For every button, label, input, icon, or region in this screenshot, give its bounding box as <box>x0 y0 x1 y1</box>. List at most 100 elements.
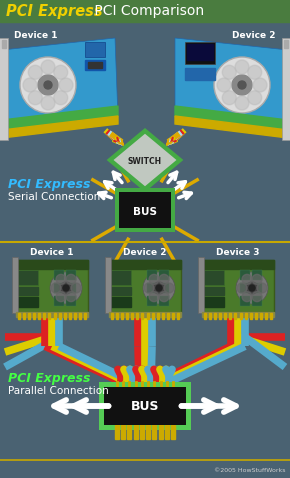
Text: Device 2: Device 2 <box>123 248 167 257</box>
Circle shape <box>56 274 66 284</box>
Bar <box>111 287 131 295</box>
Polygon shape <box>175 38 288 132</box>
Circle shape <box>66 292 76 302</box>
Bar <box>252 283 262 293</box>
Bar <box>185 42 215 64</box>
Bar <box>204 287 224 295</box>
Circle shape <box>63 285 69 291</box>
Bar <box>111 313 113 319</box>
Polygon shape <box>113 134 177 186</box>
Bar <box>16 260 88 312</box>
Bar <box>250 313 252 319</box>
Text: Device 2: Device 2 <box>233 31 276 40</box>
Bar <box>240 270 250 280</box>
Text: Device 1: Device 1 <box>14 31 57 40</box>
Bar <box>12 257 18 313</box>
Bar <box>157 313 159 319</box>
Bar <box>202 312 274 317</box>
Text: PCI Express: PCI Express <box>8 372 90 385</box>
Bar <box>142 313 144 319</box>
Bar <box>38 313 40 319</box>
Bar <box>140 425 144 439</box>
Bar <box>209 313 211 319</box>
Circle shape <box>248 91 262 105</box>
Circle shape <box>222 91 236 105</box>
Circle shape <box>242 274 252 284</box>
Circle shape <box>257 283 267 293</box>
Bar <box>234 313 236 319</box>
Bar <box>252 296 262 306</box>
Circle shape <box>28 65 42 79</box>
Bar <box>18 287 38 295</box>
Bar <box>204 270 224 285</box>
Bar <box>28 313 30 319</box>
Bar <box>185 68 215 80</box>
Text: Device 1: Device 1 <box>30 248 74 257</box>
Text: BUS: BUS <box>131 401 159 413</box>
Circle shape <box>59 78 73 92</box>
Circle shape <box>44 81 52 89</box>
Text: PCI Express: PCI Express <box>6 3 103 19</box>
Bar <box>167 313 169 319</box>
Bar <box>54 270 64 280</box>
Bar <box>85 60 105 70</box>
Circle shape <box>20 57 76 113</box>
Circle shape <box>246 282 258 294</box>
Text: SWITCH: SWITCH <box>128 156 162 165</box>
Bar <box>44 313 45 319</box>
Circle shape <box>54 65 68 79</box>
Bar <box>202 260 274 269</box>
Bar <box>147 270 157 280</box>
Bar <box>18 270 38 285</box>
Bar <box>74 313 76 319</box>
Bar <box>54 296 64 306</box>
Bar <box>240 313 242 319</box>
Bar <box>109 260 181 312</box>
Bar <box>79 313 81 319</box>
Bar <box>198 257 204 313</box>
Circle shape <box>232 75 252 95</box>
Text: Serial Connection: Serial Connection <box>8 192 100 202</box>
Bar <box>204 297 224 307</box>
Circle shape <box>51 283 61 293</box>
Bar <box>121 425 125 439</box>
Bar <box>18 297 38 307</box>
Polygon shape <box>175 116 288 138</box>
Circle shape <box>66 274 76 284</box>
Circle shape <box>41 96 55 110</box>
Bar <box>255 313 257 319</box>
Bar <box>240 283 250 293</box>
Bar <box>159 425 163 439</box>
Bar <box>84 313 86 319</box>
Bar <box>115 425 119 439</box>
Bar <box>116 313 118 319</box>
Bar <box>115 188 175 232</box>
Bar <box>109 260 181 269</box>
Polygon shape <box>2 38 118 132</box>
Bar <box>214 313 216 319</box>
Bar <box>88 62 102 68</box>
Circle shape <box>236 272 268 304</box>
Bar <box>99 382 191 430</box>
Circle shape <box>217 78 231 92</box>
Bar <box>64 313 66 319</box>
Circle shape <box>235 60 249 74</box>
Bar <box>111 297 131 307</box>
Bar <box>159 270 169 280</box>
Circle shape <box>60 282 72 294</box>
Bar <box>147 283 157 293</box>
Circle shape <box>238 81 246 89</box>
Polygon shape <box>175 106 288 130</box>
Bar <box>54 283 64 293</box>
Bar <box>240 296 250 306</box>
Bar <box>16 260 88 269</box>
Bar <box>66 270 76 280</box>
Bar <box>18 313 20 319</box>
Bar <box>224 313 226 319</box>
Circle shape <box>23 78 37 92</box>
Circle shape <box>237 283 247 293</box>
Text: ©2005 HowStuffWorks: ©2005 HowStuffWorks <box>213 468 285 473</box>
Circle shape <box>248 65 262 79</box>
Polygon shape <box>2 106 118 130</box>
Circle shape <box>159 274 169 284</box>
